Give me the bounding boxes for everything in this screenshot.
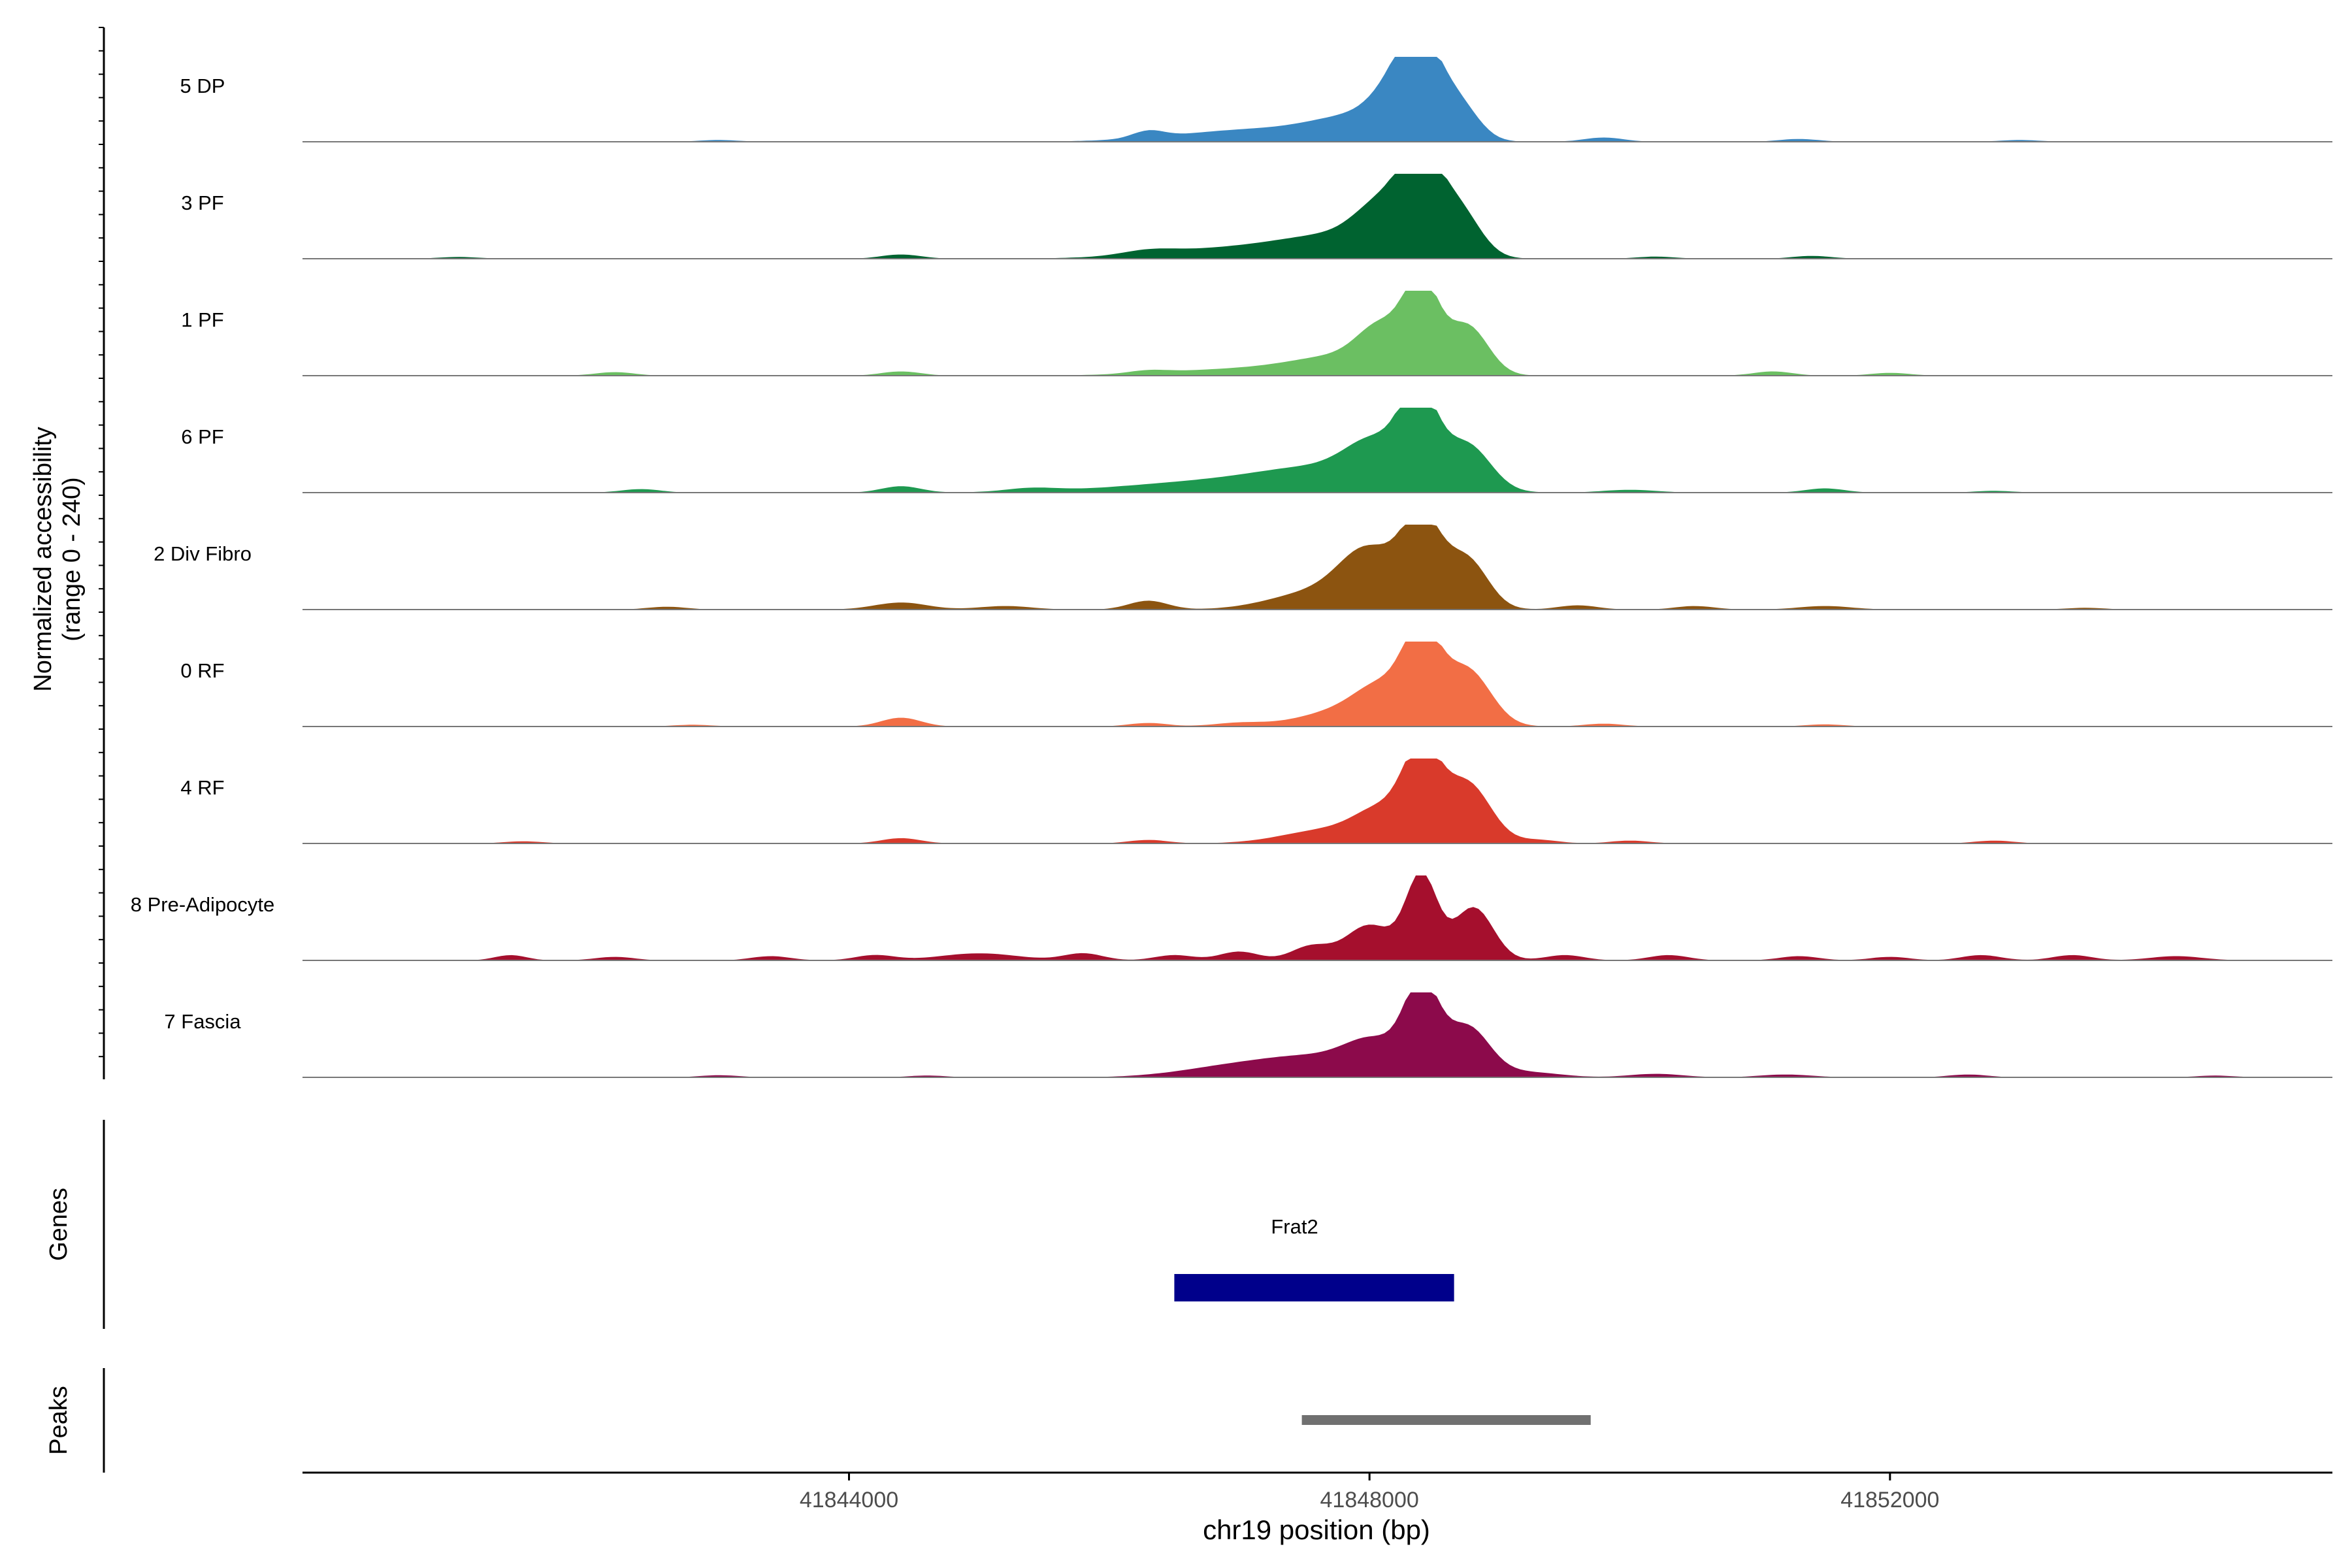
y-axis-range-label: (range 0 - 240) — [58, 477, 86, 641]
track-area — [302, 759, 2332, 843]
track-area — [302, 875, 2332, 960]
track-5: 0 RF — [180, 642, 2332, 727]
gene-bar — [1174, 1274, 1454, 1301]
track-7: 8 Pre-Adipocyte — [131, 875, 2332, 961]
track-label: 8 Pre-Adipocyte — [131, 893, 275, 916]
coverage-y-ticks — [99, 27, 104, 1058]
track-area — [302, 525, 2332, 610]
x-tick-label: 41852000 — [1840, 1488, 1939, 1512]
track-label: 3 PF — [181, 191, 223, 214]
track-label: 2 Div Fibro — [154, 542, 252, 565]
track-label: 7 Fascia — [164, 1010, 241, 1033]
track-label: 6 PF — [181, 425, 223, 448]
track-3: 6 PF — [181, 408, 2332, 493]
genes-track: Frat2 — [1174, 1215, 1454, 1301]
gene-label: Frat2 — [1271, 1215, 1318, 1238]
track-area — [302, 992, 2332, 1077]
track-8: 7 Fascia — [164, 992, 2332, 1078]
accessibility-tracks: 5 DP 3 PF 1 PF 6 PF 2 Div Fibro 0 RF 4 RF 8 Pre… — [131, 57, 2332, 1078]
x-axis-label: chr19 position (bp) — [1203, 1514, 1430, 1545]
x-tick-label: 41844000 — [800, 1488, 898, 1512]
track-area — [302, 642, 2332, 727]
x-axis-ticks: 41844000 41848000 41852000 — [800, 1473, 1939, 1512]
track-area — [302, 291, 2332, 376]
peaks-track-label: Peaks — [45, 1386, 73, 1455]
genes-track-label: Genes — [45, 1188, 73, 1261]
track-0: 5 DP — [180, 57, 2332, 142]
peaks-track — [1301, 1415, 1591, 1425]
track-6: 4 RF — [180, 759, 2332, 844]
track-label: 5 DP — [180, 74, 225, 97]
y-axis-label: Normalized accessibility — [29, 427, 57, 691]
track-area — [302, 174, 2332, 259]
track-label: 0 RF — [180, 659, 224, 682]
track-area — [302, 408, 2332, 493]
peak-region — [1301, 1415, 1591, 1425]
x-tick-label: 41848000 — [1320, 1488, 1419, 1512]
track-4: 2 Div Fibro — [154, 525, 2332, 610]
track-label: 1 PF — [181, 308, 223, 331]
track-1: 3 PF — [181, 174, 2332, 259]
track-2: 1 PF — [181, 291, 2332, 376]
track-label: 4 RF — [180, 776, 224, 799]
track-area — [302, 57, 2332, 142]
